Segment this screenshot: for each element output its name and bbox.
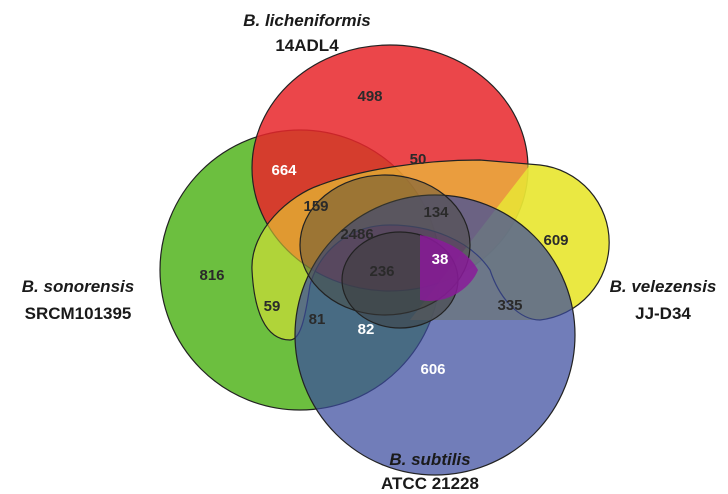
label-subtilis-strain: ATCC 21228 bbox=[381, 474, 479, 493]
region-son-vel-sub-low: 81 bbox=[309, 311, 326, 328]
region-lich-vel: 50 bbox=[410, 151, 427, 168]
label-licheniformis-strain: 14ADL4 bbox=[275, 36, 339, 55]
region-lich-vel-sub: 134 bbox=[423, 204, 449, 221]
label-licheniformis-name: B. licheniformis bbox=[243, 11, 371, 30]
region-sub-only: 606 bbox=[420, 361, 445, 378]
region-son-vel-sub: 236 bbox=[369, 263, 394, 280]
label-sonorensis-strain: SRCM101395 bbox=[25, 304, 132, 323]
region-son-only: 816 bbox=[199, 267, 224, 284]
label-velezensis-strain: JJ-D34 bbox=[635, 304, 691, 323]
region-son-vel: 59 bbox=[264, 298, 281, 315]
label-velezensis-name: B. velezensis bbox=[610, 277, 717, 296]
region-vel-only: 609 bbox=[543, 232, 568, 249]
region-vel-sub: 335 bbox=[497, 297, 522, 314]
label-subtilis-name: B. subtilis bbox=[389, 450, 470, 469]
label-sonorensis-name: B. sonorensis bbox=[22, 277, 134, 296]
region-all-four: 2486 bbox=[340, 226, 373, 243]
region-lich-only: 498 bbox=[357, 88, 382, 105]
region-lich-son-vel: 159 bbox=[303, 198, 328, 215]
region-lich-sub: 38 bbox=[432, 251, 449, 268]
region-son-sub: 82 bbox=[358, 321, 375, 338]
lich-sub-overlap-shading bbox=[420, 235, 478, 301]
region-lich-son: 664 bbox=[271, 162, 297, 179]
